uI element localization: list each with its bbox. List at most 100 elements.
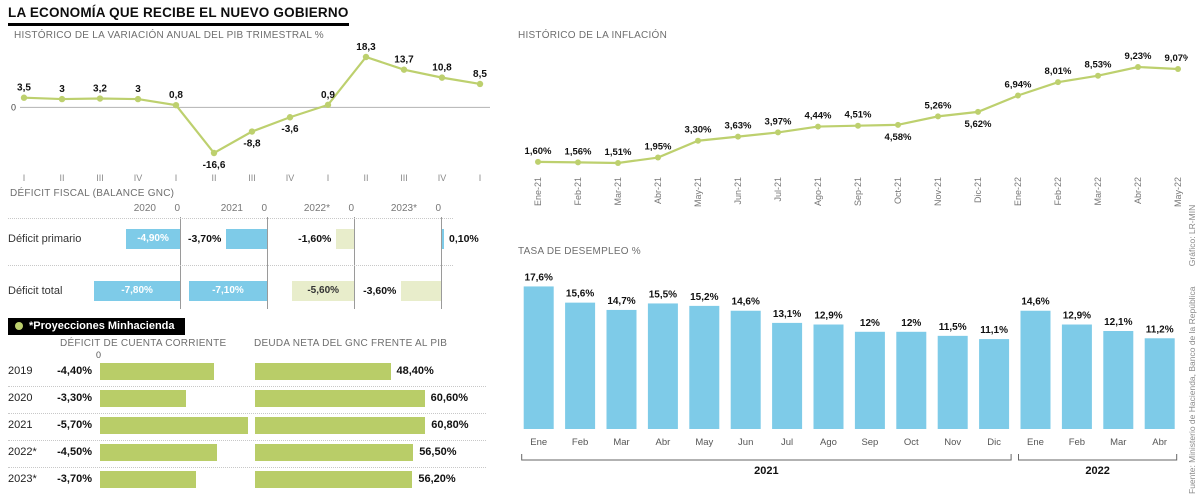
pib-axis-label: II [363, 173, 368, 183]
inflation-month-label: Mar-22 [1093, 177, 1103, 206]
pib-chart-canvas: 03,5I3II3,2III3IV0,8I-16,6II-8,8III-3,6I… [11, 42, 490, 183]
jobless-bar [565, 302, 596, 429]
inflation-value-label: 4,58% [885, 132, 912, 143]
jobless-month-label: May [695, 437, 713, 448]
jobless-month-label: Oct [904, 437, 919, 448]
cc-bar [100, 471, 197, 488]
fiscal-bar: -5,60% [292, 281, 354, 301]
cc-bar [100, 444, 217, 461]
pib-axis-label: IV [438, 173, 447, 183]
jobless-value-label: 12% [901, 318, 921, 329]
inflation-month-label: Mar-21 [613, 177, 623, 206]
debt-bar [255, 444, 414, 461]
inflation-value-label: 1,60% [525, 146, 552, 157]
inflation-point [1095, 72, 1101, 79]
inflation-point [1015, 92, 1021, 99]
inflation-month-label: Feb-22 [1053, 177, 1063, 206]
jobless-month-label: Ene [530, 437, 547, 448]
row-divider [8, 386, 486, 387]
year-bracket [1018, 454, 1178, 461]
pib-zero-label: 0 [11, 102, 16, 112]
jobless-month-label: Sep [861, 437, 878, 448]
jobless-bar [1144, 338, 1175, 429]
jobless-month-label: Abr [656, 437, 671, 448]
jobless-month-label: Ago [820, 437, 837, 448]
jobless-bar [523, 286, 554, 429]
inflation-chart-title: HISTÓRICO DE LA INFLACIÓN [518, 30, 668, 41]
jobless-bar [1020, 310, 1051, 429]
pib-value-label: 3,2 [93, 84, 107, 95]
cc-bar [100, 417, 249, 434]
debt-value-label: 60,60% [430, 392, 468, 404]
fiscal-bar [442, 229, 444, 249]
fiscal-axis-line [180, 217, 181, 309]
inflation-chart-canvas: 1,60% Ene-21 1,56% Feb-21 1,51% Mar-21 1,95% Ab… [525, 51, 1188, 207]
jobless-month-label: Jun [738, 437, 753, 448]
fiscal-value-label: -1,60% [298, 233, 332, 245]
pib-point [324, 101, 332, 109]
pib-point [96, 95, 104, 102]
fiscal-value-label: 0,10% [449, 233, 479, 245]
fiscal-row-label: Déficit primario [8, 233, 82, 245]
jobless-bar [689, 305, 720, 429]
pib-axis-label: I [327, 173, 330, 183]
cc-chart-title: DÉFICIT DE CUENTA CORRIENTE [60, 338, 227, 349]
fiscal-bar: -7,10% [188, 281, 267, 301]
pib-axis-label: II [211, 173, 216, 183]
pib-value-label: 18,3 [356, 42, 376, 53]
cc-value-label: -4,40% [57, 365, 92, 377]
pib-value-label: 13,7 [394, 55, 414, 66]
inflation-point [1055, 79, 1061, 86]
inflation-month-label: Jun-21 [733, 177, 743, 205]
fiscal-bar: -4,90% [126, 229, 180, 249]
pib-value-label: 3 [135, 84, 141, 95]
year-bracket-label: 2021 [754, 465, 778, 477]
row-divider [8, 218, 453, 219]
inflation-point [615, 160, 621, 166]
jobless-bar [772, 322, 803, 429]
jobless-value-label: 17,6% [525, 272, 553, 283]
inflation-value-label: 3,63% [725, 121, 752, 132]
table-year-label: 2023* [8, 473, 37, 485]
pib-point [476, 80, 484, 88]
table-year-label: 2021 [8, 419, 33, 431]
pib-point [210, 149, 218, 157]
debt-value-label: 60,80% [431, 419, 469, 431]
inflation-point [855, 122, 861, 129]
pib-axis-label: I [175, 173, 178, 183]
pib-point [20, 94, 28, 101]
row-divider [8, 413, 486, 414]
inflation-value-label: 9,23% [1125, 51, 1152, 62]
inflation-point [1135, 64, 1141, 70]
page-title: LA ECONOMÍA QUE RECIBE EL NUEVO GOBIERNO [8, 5, 349, 26]
fiscal-zero-label: 0 [261, 203, 267, 214]
pib-chart-title: HISTÓRICO DE LA VARIACIÓN ANUAL DEL PIB … [14, 30, 324, 41]
pib-axis-label: III [400, 173, 408, 183]
inflation-point [655, 154, 661, 161]
pib-point [362, 53, 370, 61]
pib-value-label: 3 [59, 84, 65, 95]
source-text: Fuente: Ministerio de Hacienda, Banco de… [1187, 286, 1197, 494]
inflation-point [895, 121, 901, 128]
inflation-value-label: 9,07% [1165, 53, 1188, 64]
jobless-bar [730, 310, 761, 429]
source-note: Fuente: Ministerio de Hacienda, Banco de… [1187, 0, 1199, 494]
fiscal-bar [401, 281, 441, 301]
jobless-bar [937, 335, 968, 429]
pib-axis-label: I [479, 173, 482, 183]
jobless-bar [1061, 324, 1092, 429]
inflation-value-label: 4,44% [805, 111, 832, 122]
cc-bar [100, 390, 186, 407]
inflation-point [575, 159, 581, 166]
jobless-month-label: Mar [1110, 437, 1126, 448]
year-bracket [521, 454, 1012, 461]
jobless-chart-canvas: 17,6% Ene 15,6% Feb 14,7% Mar 15,5% Abr 15,2% May… [521, 272, 1178, 477]
cc-value-label: -3,70% [57, 473, 92, 485]
jobless-month-label: Abr [1152, 437, 1167, 448]
fiscal-zero-label: 0 [348, 203, 354, 214]
jobless-bar [606, 309, 637, 429]
inflation-month-label: Ene-22 [1013, 177, 1023, 206]
jobless-value-label: 12,1% [1104, 317, 1132, 328]
jobless-value-label: 12,9% [814, 311, 842, 322]
inflation-month-label: Ago-21 [813, 177, 823, 206]
